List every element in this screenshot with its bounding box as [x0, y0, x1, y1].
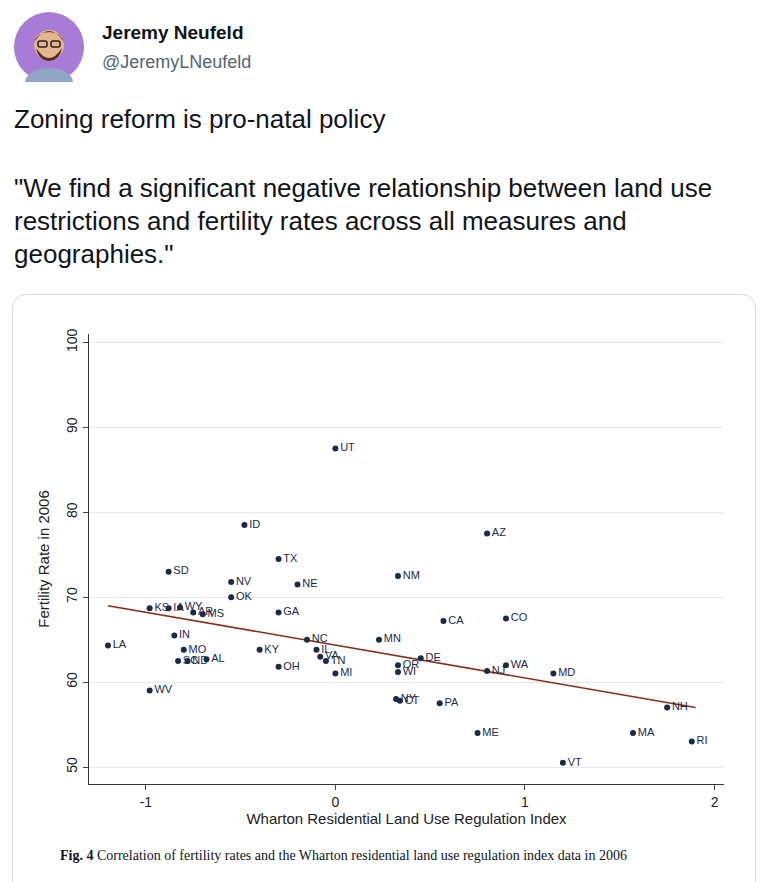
svg-text:ME: ME [482, 726, 499, 738]
svg-text:OK: OK [236, 590, 253, 602]
svg-text:VA: VA [325, 649, 340, 661]
svg-text:SD: SD [173, 564, 188, 576]
svg-text:VT: VT [568, 756, 582, 768]
svg-text:ID: ID [249, 518, 260, 530]
svg-text:60: 60 [64, 672, 80, 688]
svg-text:NJ: NJ [492, 664, 505, 676]
svg-text:AZ: AZ [492, 526, 506, 538]
svg-text:MA: MA [638, 726, 655, 738]
svg-text:MN: MN [384, 632, 401, 644]
svg-text:RI: RI [697, 734, 708, 746]
svg-text:AL: AL [211, 652, 224, 664]
svg-text:NC: NC [312, 632, 328, 644]
svg-text:Fertility Rate in 2006: Fertility Rate in 2006 [35, 490, 52, 628]
svg-text:TN: TN [331, 654, 346, 666]
svg-text:NV: NV [236, 575, 252, 587]
svg-text:MI: MI [340, 666, 352, 678]
svg-text:MD: MD [558, 666, 575, 678]
svg-text:NH: NH [672, 700, 688, 712]
svg-text:CA: CA [448, 614, 464, 626]
svg-text:100: 100 [64, 328, 80, 352]
svg-text:PA: PA [444, 696, 459, 708]
svg-text:WI: WI [403, 665, 416, 677]
svg-text:NE: NE [302, 577, 317, 589]
html-text:Zoning reform is pro-natal pol: Zoning reform is pro-natal policy [14, 104, 386, 134]
svg-text:KY: KY [264, 643, 279, 655]
svg-text:IA: IA [173, 601, 184, 613]
svg-text:DE: DE [425, 651, 440, 663]
svg-text:1: 1 [521, 794, 529, 810]
svg-text:SC: SC [183, 654, 198, 666]
html-text:"We find a significant negativ: "We find a significant negative relation… [14, 173, 713, 269]
svg-text:WY: WY [185, 600, 203, 612]
svg-text:CT: CT [405, 694, 420, 706]
svg-text:MS: MS [207, 607, 224, 619]
svg-text:OH: OH [283, 660, 300, 672]
html-text:Jeremy Neufeld: Jeremy Neufeld [102, 22, 244, 43]
svg-text:LA: LA [113, 638, 127, 650]
svg-text:50: 50 [64, 757, 80, 773]
svg-text:KS: KS [154, 601, 169, 613]
svg-text:CO: CO [511, 611, 528, 623]
svg-text:GA: GA [283, 605, 300, 617]
svg-text:-1: -1 [140, 794, 153, 810]
svg-text:ND: ND [192, 654, 208, 666]
svg-text:70: 70 [64, 587, 80, 603]
svg-text:90: 90 [64, 417, 80, 433]
svg-text:NY: NY [401, 692, 417, 704]
html-text:@JeremyLNeufeld: @JeremyLNeufeld [102, 52, 252, 72]
svg-text:UT: UT [340, 441, 355, 453]
svg-text:MO: MO [189, 643, 207, 655]
html-text:Fig. 4 Correlation of fertilit: Fig. 4 Correlation of fertility rates an… [60, 848, 627, 863]
svg-text:AR: AR [198, 605, 213, 617]
svg-text:IN: IN [179, 628, 190, 640]
svg-text:WA: WA [511, 658, 529, 670]
svg-text:TX: TX [283, 552, 298, 564]
svg-text:IL: IL [321, 643, 330, 655]
svg-text:2: 2 [711, 794, 719, 810]
svg-text:OR: OR [403, 658, 420, 670]
svg-text:80: 80 [64, 502, 80, 518]
svg-text:0: 0 [332, 794, 340, 810]
svg-text:WV: WV [154, 683, 172, 695]
svg-text:Wharton Residential Land Use R: Wharton Residential Land Use Regulation … [246, 810, 567, 827]
svg-text:NM: NM [403, 569, 420, 581]
